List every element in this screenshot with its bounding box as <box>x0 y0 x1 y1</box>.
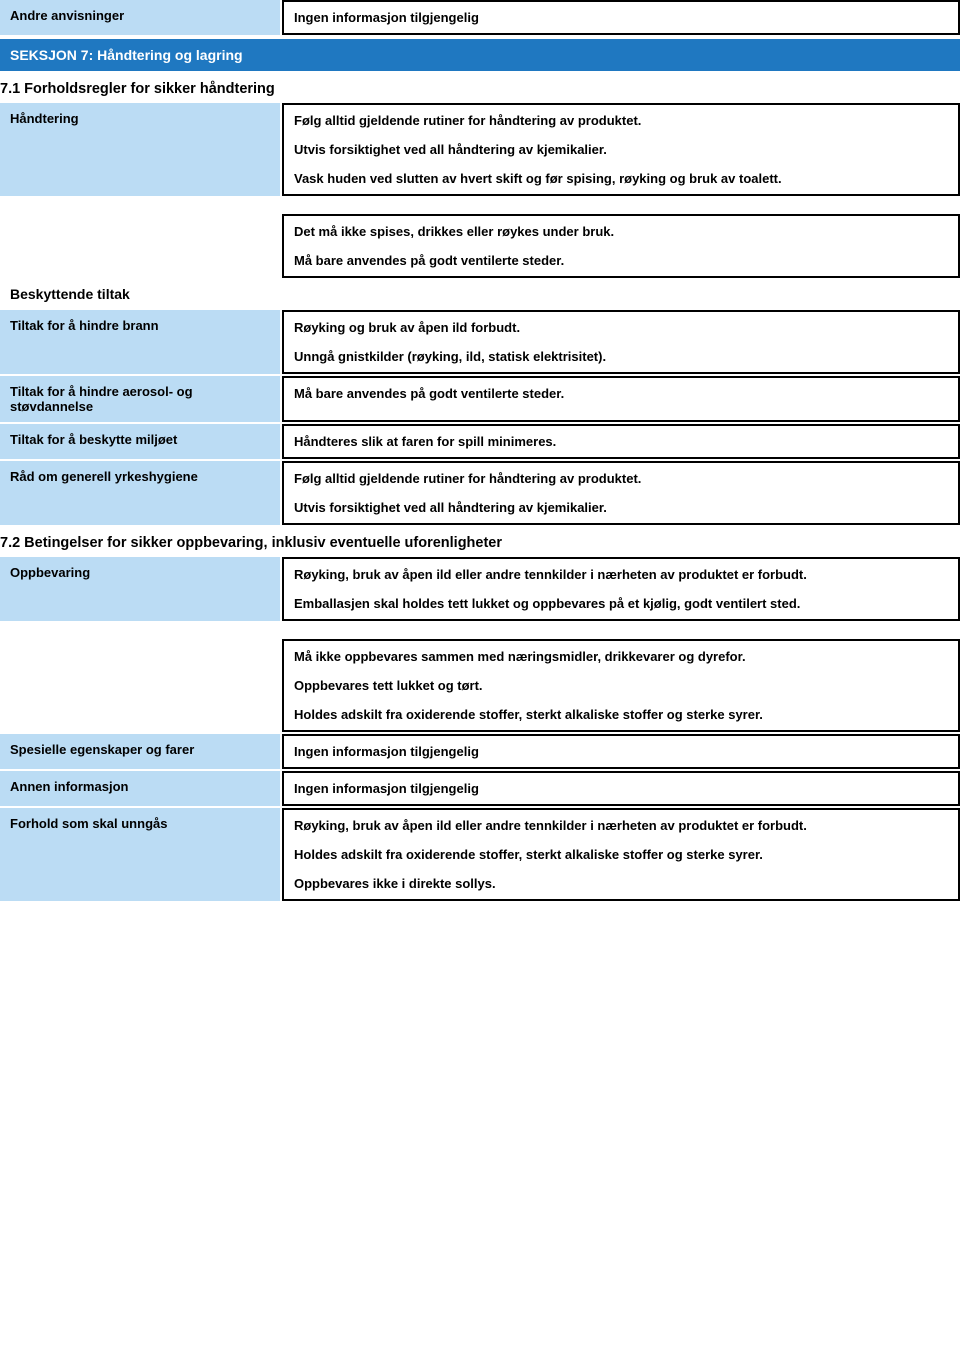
oppbevaring-extra-2: Oppbevares tett lukket og tørt. <box>294 678 948 693</box>
row-andre-anvisninger: Andre anvisninger Ingen informasjon tilg… <box>0 0 960 35</box>
row-handtering: Håndtering Følg alltid gjeldende rutiner… <box>0 103 960 196</box>
row-tiltak-aerosol: Tiltak for å hindre aerosol- og støvdann… <box>0 376 960 422</box>
subsection-7-2: 7.2 Betingelser for sikker oppbevaring, … <box>0 525 960 557</box>
value-oppbevaring: Røyking, bruk av åpen ild eller andre te… <box>282 557 960 621</box>
label-annen-info: Annen informasjon <box>0 771 280 806</box>
row-tiltak-miljo: Tiltak for å beskytte miljøet Håndteres … <box>0 424 960 459</box>
oppbevaring-extra-1: Må ikke oppbevares sammen med næringsmid… <box>294 649 948 664</box>
value-spesielle-egenskaper: Ingen informasjon tilgjengelig <box>282 734 960 769</box>
spacer-label-2 <box>0 621 280 639</box>
row-annen-info: Annen informasjon Ingen informasjon tilg… <box>0 771 960 806</box>
label-spesielle-egenskaper: Spesielle egenskaper og farer <box>0 734 280 769</box>
handtering-extra-1: Det må ikke spises, drikkes eller røykes… <box>294 224 948 239</box>
forhold-unngas-3: Oppbevares ikke i direkte sollys. <box>294 876 948 891</box>
forhold-unngas-2: Holdes adskilt fra oxiderende stoffer, s… <box>294 847 948 862</box>
value-tiltak-miljo: Håndteres slik at faren for spill minime… <box>282 424 960 459</box>
empty-right-beskyttende <box>280 278 960 310</box>
oppbevaring-2: Emballasjen skal holdes tett lukket og o… <box>294 596 948 611</box>
spacer-label-1 <box>0 196 280 214</box>
spacer-value-2 <box>280 621 960 639</box>
row-oppbevaring: Oppbevaring Røyking, bruk av åpen ild el… <box>0 557 960 621</box>
label-oppbevaring: Oppbevaring <box>0 557 280 621</box>
value-handtering-extra: Det må ikke spises, drikkes eller røykes… <box>282 214 960 278</box>
value-andre-anvisninger: Ingen informasjon tilgjengelig <box>282 0 960 35</box>
label-beskyttende-tiltak: Beskyttende tiltak <box>0 278 280 310</box>
tiltak-brann-1: Røyking og bruk av åpen ild forbudt. <box>294 320 948 335</box>
handtering-text-3: Vask huden ved slutten av hvert skift og… <box>294 171 948 186</box>
row-forhold-unngas: Forhold som skal unngås Røyking, bruk av… <box>0 808 960 901</box>
label-tiltak-brann: Tiltak for å hindre brann <box>0 310 280 374</box>
spacer-row-1 <box>0 196 960 214</box>
spacer-row-2 <box>0 621 960 639</box>
value-annen-info: Ingen informasjon tilgjengelig <box>282 771 960 806</box>
handtering-text-1: Følg alltid gjeldende rutiner for håndte… <box>294 113 948 128</box>
oppbevaring-1: Røyking, bruk av åpen ild eller andre te… <box>294 567 948 582</box>
row-beskyttende-tiltak: Beskyttende tiltak <box>0 278 960 310</box>
handtering-extra-2: Må bare anvendes på godt ventilerte sted… <box>294 253 948 268</box>
row-handtering-extra: Det må ikke spises, drikkes eller røykes… <box>0 214 960 278</box>
value-rad-yrkeshygiene: Følg alltid gjeldende rutiner for håndte… <box>282 461 960 525</box>
subsection-7-1: 7.1 Forholdsregler for sikker håndtering <box>0 71 960 103</box>
spacer-value-1 <box>280 196 960 214</box>
oppbevaring-extra-3: Holdes adskilt fra oxiderende stoffer, s… <box>294 707 948 722</box>
label-handtering-extra <box>0 214 280 278</box>
label-tiltak-aerosol: Tiltak for å hindre aerosol- og støvdann… <box>0 376 280 422</box>
row-spesielle-egenskaper: Spesielle egenskaper og farer Ingen info… <box>0 734 960 769</box>
rad-yrkeshygiene-1: Følg alltid gjeldende rutiner for håndte… <box>294 471 948 486</box>
label-forhold-unngas: Forhold som skal unngås <box>0 808 280 901</box>
value-tiltak-aerosol: Må bare anvendes på godt ventilerte sted… <box>282 376 960 422</box>
value-oppbevaring-extra: Må ikke oppbevares sammen med næringsmid… <box>282 639 960 732</box>
value-tiltak-brann: Røyking og bruk av åpen ild forbudt. Unn… <box>282 310 960 374</box>
row-tiltak-brann: Tiltak for å hindre brann Røyking og bru… <box>0 310 960 374</box>
label-handtering: Håndtering <box>0 103 280 196</box>
row-rad-yrkeshygiene: Råd om generell yrkeshygiene Følg alltid… <box>0 461 960 525</box>
rad-yrkeshygiene-2: Utvis forsiktighet ved all håndtering av… <box>294 500 948 515</box>
label-oppbevaring-extra <box>0 639 280 732</box>
tiltak-brann-2: Unngå gnistkilder (røyking, ild, statisk… <box>294 349 948 364</box>
section-7-header: SEKSJON 7: Håndtering og lagring <box>0 39 960 71</box>
forhold-unngas-1: Røyking, bruk av åpen ild eller andre te… <box>294 818 948 833</box>
label-andre-anvisninger: Andre anvisninger <box>0 0 280 35</box>
value-forhold-unngas: Røyking, bruk av åpen ild eller andre te… <box>282 808 960 901</box>
value-handtering: Følg alltid gjeldende rutiner for håndte… <box>282 103 960 196</box>
handtering-text-2: Utvis forsiktighet ved all håndtering av… <box>294 142 948 157</box>
label-tiltak-miljo: Tiltak for å beskytte miljøet <box>0 424 280 459</box>
label-rad-yrkeshygiene: Råd om generell yrkeshygiene <box>0 461 280 525</box>
row-oppbevaring-extra: Må ikke oppbevares sammen med næringsmid… <box>0 639 960 732</box>
